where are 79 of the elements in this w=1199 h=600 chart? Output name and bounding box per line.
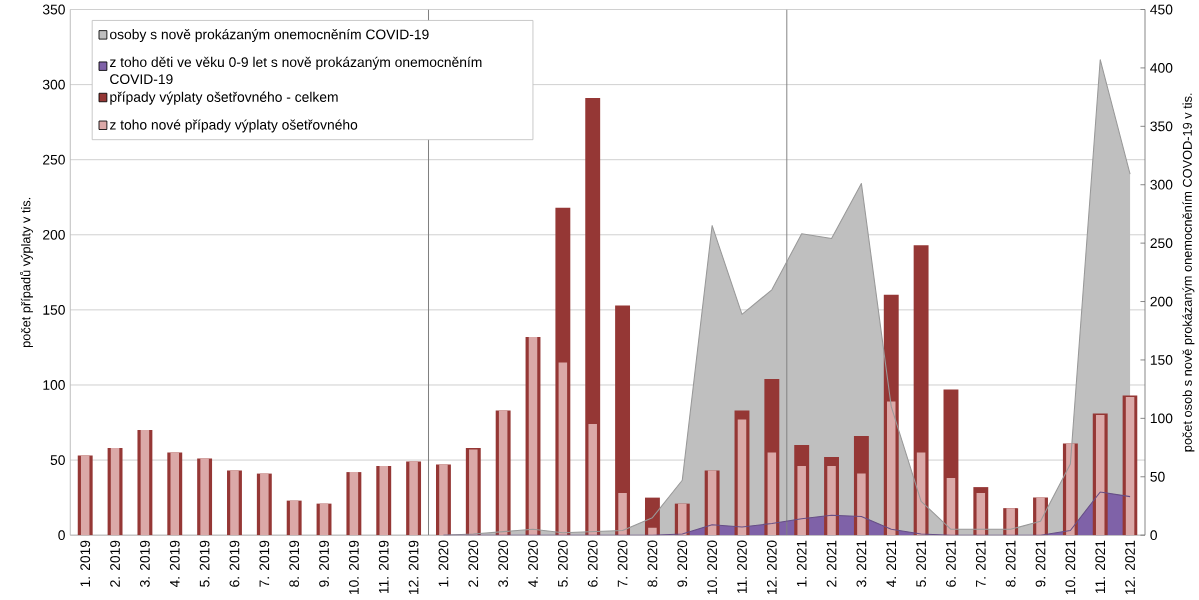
y-tick-label: 300 xyxy=(42,79,65,90)
x-tick-label: 5. 2021 xyxy=(916,540,926,588)
x-tick-label: 6. 2019 xyxy=(229,540,240,587)
x-tick-label: 9. 2021 xyxy=(1035,540,1046,587)
bar xyxy=(827,466,836,536)
bar xyxy=(200,458,209,536)
y-tick-label: 100 xyxy=(43,380,65,390)
bar xyxy=(678,503,687,536)
bar xyxy=(857,473,866,536)
y2-tick-label: 150 xyxy=(1150,355,1173,365)
y2-tick-label: 300 xyxy=(1150,179,1173,190)
x-tick-label: 6. 2020 xyxy=(587,540,598,587)
bar xyxy=(976,493,986,536)
y-tick-label: 350 xyxy=(42,4,65,15)
x-tick-label: 5. 2020 xyxy=(557,540,568,588)
x-tick-label: 4. 2021 xyxy=(886,540,897,588)
x-tick-label: 10. 2021 xyxy=(1065,540,1076,595)
x-tick-label: 8. 2019 xyxy=(289,540,300,587)
bar xyxy=(618,493,627,536)
bar xyxy=(1006,508,1015,536)
y2-tick-label: 50 xyxy=(1150,471,1165,482)
y2-tick-label: 0 xyxy=(1150,530,1157,541)
x-tick-label: 12. 2021 xyxy=(1125,540,1135,595)
y-tick-label: 250 xyxy=(43,154,65,165)
y-tick-label: 0 xyxy=(58,530,65,541)
legend-label: z toho nové případy výplaty ošetřovného xyxy=(110,119,358,133)
x-tick-label: 1. 2020 xyxy=(438,540,449,587)
x-tick-label: 2. 2021 xyxy=(826,540,837,587)
y2-tick-label: 100 xyxy=(1150,413,1173,424)
y2-tick-label: 350 xyxy=(1150,121,1173,132)
bar xyxy=(260,473,269,536)
x-tick-label: 1. 2021 xyxy=(796,540,807,587)
x-tick-label: 7. 2021 xyxy=(975,540,986,587)
x-tick-label: 10. 2020 xyxy=(707,540,718,595)
x-tick-label: 3. 2021 xyxy=(856,540,867,588)
x-tick-label: 2. 2020 xyxy=(468,540,479,587)
bar xyxy=(558,362,568,536)
bar xyxy=(409,461,418,536)
bar xyxy=(1066,443,1075,536)
x-tick-label: 6. 2021 xyxy=(946,540,956,587)
y-axis-title: počet případů výplaty v tis. xyxy=(19,198,33,348)
x-tick-label: 9. 2019 xyxy=(319,540,329,587)
y2-tick-label: 200 xyxy=(1150,296,1173,307)
bar xyxy=(648,527,657,536)
x-tick-label: 11. 2019 xyxy=(378,540,389,594)
legend-label: osoby s nově prokázaným onemocněním COVID-19 xyxy=(110,29,429,43)
x-tick-label: 4. 2020 xyxy=(528,540,538,588)
bar xyxy=(767,452,777,536)
x-tick-label: 9. 2020 xyxy=(677,540,688,587)
bar xyxy=(588,424,597,536)
bar xyxy=(737,419,747,536)
x-tick-label: 1. 2019 xyxy=(80,540,91,587)
x-tick-label: 5. 2019 xyxy=(199,540,210,588)
x-tick-label: 7. 2019 xyxy=(259,540,270,587)
y2-tick-label: 250 xyxy=(1150,238,1173,249)
y-tick-label: 50 xyxy=(50,455,65,466)
y-tick-label: 150 xyxy=(43,305,65,315)
x-tick-label: 8. 2021 xyxy=(1005,540,1016,587)
y2-tick-label: 450 xyxy=(1150,4,1173,15)
x-tick-label: 11. 2020 xyxy=(737,540,747,594)
x-tick-label: 11. 2021 xyxy=(1095,540,1106,594)
legend-label: případy výplaty ošetřovného - celkem xyxy=(110,91,338,105)
y-tick-label: 200 xyxy=(43,230,65,240)
y2-axis-title: počet osob s nově prokázaným onemocněním COVOD-19 v tis. xyxy=(1182,93,1195,452)
x-tick-label: 12. 2020 xyxy=(766,540,777,595)
bar xyxy=(469,449,478,536)
bar xyxy=(379,466,388,536)
x-tick-label: 2. 2019 xyxy=(110,540,120,587)
bar xyxy=(797,466,806,536)
x-tick-label: 7. 2020 xyxy=(617,540,628,587)
x-tick-label: 10. 2019 xyxy=(348,540,359,595)
bar xyxy=(946,478,956,536)
y2-tick-label: 400 xyxy=(1150,63,1173,73)
x-tick-label: 4. 2019 xyxy=(169,540,180,588)
x-tick-label: 8. 2020 xyxy=(647,540,658,587)
x-tick-label: 3. 2020 xyxy=(498,540,509,588)
x-tick-label: 12. 2019 xyxy=(408,540,419,595)
x-tick-label: 3. 2019 xyxy=(140,540,150,588)
bar xyxy=(887,401,896,536)
